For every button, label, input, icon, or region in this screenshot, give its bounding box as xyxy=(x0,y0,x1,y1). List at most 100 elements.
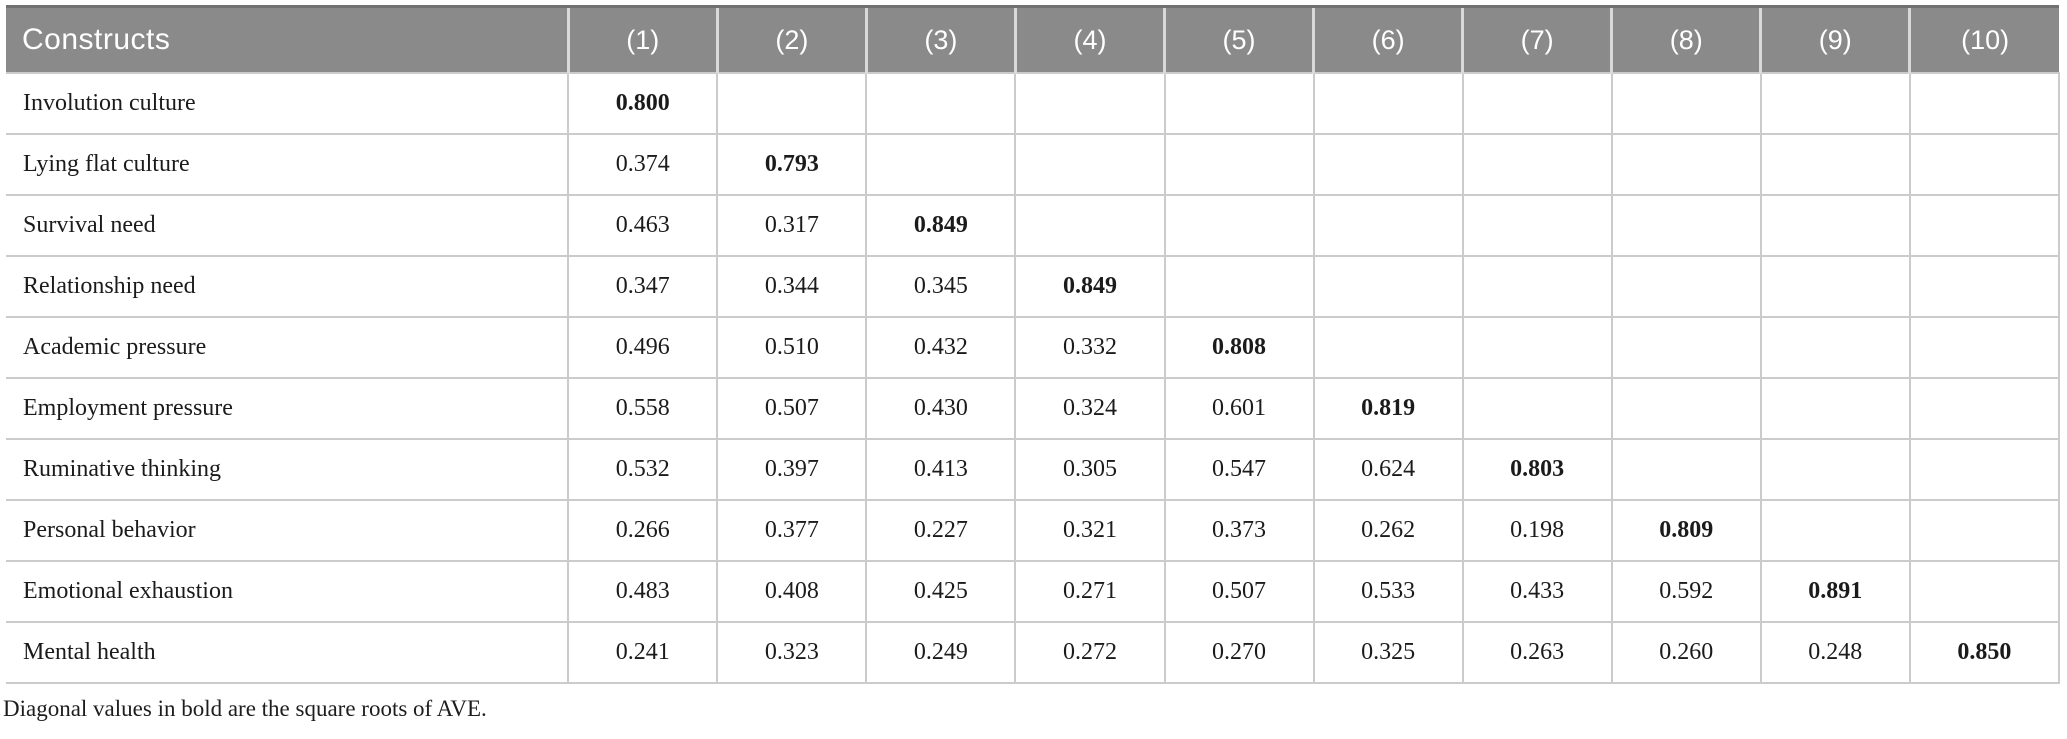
header-row: Constructs (1) (2) (3) (4) (5) (6) (7) (8) (9) (1… xyxy=(6,5,2059,73)
diagonal-ave-cell: 0.803 xyxy=(1461,438,1613,501)
correlation-cell: 0.408 xyxy=(716,560,868,623)
correlation-cell xyxy=(1312,72,1464,135)
correlation-cell: 0.601 xyxy=(1163,377,1315,440)
correlation-cell xyxy=(1759,499,1911,562)
correlation-cell xyxy=(1461,194,1613,257)
row-label: Academic pressure xyxy=(6,316,570,379)
table-row: Personal behavior 0.266 0.377 0.227 0.321 0.3… xyxy=(6,499,2061,562)
correlation-cell xyxy=(1610,438,1762,501)
correlation-cell xyxy=(1312,133,1464,196)
table-row: Survival need 0.463 0.317 0.849 xyxy=(6,194,2061,257)
correlation-cell xyxy=(1461,316,1613,379)
row-label: Employment pressure xyxy=(6,377,570,440)
correlation-cell xyxy=(1163,255,1315,318)
column-header-9: (9) xyxy=(1759,5,1910,73)
table-row: Relationship need 0.347 0.344 0.345 0.849 xyxy=(6,255,2061,318)
correlation-cell xyxy=(1610,316,1762,379)
correlation-cell xyxy=(1014,72,1166,135)
diagonal-ave-cell: 0.849 xyxy=(1014,255,1166,318)
correlation-matrix-table: Constructs (1) (2) (3) (4) (5) (6) (7) (8) (9) (1… xyxy=(6,5,2061,684)
table-footnote: Diagonal values in bold are the square r… xyxy=(3,696,487,721)
correlation-cell: 0.323 xyxy=(716,621,868,684)
diagonal-ave-cell: 0.819 xyxy=(1312,377,1464,440)
diagonal-ave-cell: 0.809 xyxy=(1610,499,1762,562)
correlation-cell: 0.198 xyxy=(1461,499,1613,562)
correlation-cell xyxy=(1759,133,1911,196)
column-header-3: (3) xyxy=(864,5,1016,73)
correlation-cell: 0.324 xyxy=(1014,377,1166,440)
row-label: Involution culture xyxy=(6,72,570,135)
correlation-cell xyxy=(1610,255,1762,318)
correlation-cell: 0.241 xyxy=(567,621,719,684)
column-header-6: (6) xyxy=(1312,5,1463,73)
column-header-8: (8) xyxy=(1610,5,1761,73)
correlation-cell xyxy=(1908,377,2061,440)
correlation-cell: 0.347 xyxy=(567,255,719,318)
row-label: Mental health xyxy=(6,621,570,684)
row-label: Personal behavior xyxy=(6,499,570,562)
correlation-cell xyxy=(865,72,1017,135)
diagonal-ave-cell: 0.793 xyxy=(716,133,868,196)
constructs-column-header: Constructs xyxy=(6,5,569,73)
row-label: Relationship need xyxy=(6,255,570,318)
correlation-cell: 0.248 xyxy=(1759,621,1911,684)
correlation-cell xyxy=(1908,499,2061,562)
row-label: Ruminative thinking xyxy=(6,438,570,501)
correlation-cell: 0.592 xyxy=(1610,560,1762,623)
correlation-cell xyxy=(1908,255,2061,318)
correlation-cell xyxy=(1908,133,2061,196)
correlation-cell: 0.483 xyxy=(567,560,719,623)
correlation-cell: 0.321 xyxy=(1014,499,1166,562)
table-row: Academic pressure 0.496 0.510 0.432 0.332 0.8… xyxy=(6,316,2061,379)
diagonal-ave-cell: 0.891 xyxy=(1759,560,1911,623)
correlation-cell: 0.425 xyxy=(865,560,1017,623)
diagonal-ave-cell: 0.808 xyxy=(1163,316,1315,379)
correlation-cell: 0.262 xyxy=(1312,499,1464,562)
row-label: Lying flat culture xyxy=(6,133,570,196)
correlation-cell: 0.266 xyxy=(567,499,719,562)
correlation-cell xyxy=(1908,194,2061,257)
row-label: Emotional exhaustion xyxy=(6,560,570,623)
correlation-cell: 0.227 xyxy=(865,499,1017,562)
correlation-cell xyxy=(1908,438,2061,501)
column-header-10: (10) xyxy=(1908,5,2059,73)
correlation-cell xyxy=(1908,72,2061,135)
correlation-cell xyxy=(1759,438,1911,501)
correlation-cell xyxy=(716,72,868,135)
correlation-cell: 0.325 xyxy=(1312,621,1464,684)
correlation-cell xyxy=(1908,560,2061,623)
correlation-cell xyxy=(1014,133,1166,196)
correlation-cell: 0.507 xyxy=(1163,560,1315,623)
correlation-cell xyxy=(1312,255,1464,318)
correlation-cell: 0.433 xyxy=(1461,560,1613,623)
correlation-cell xyxy=(1908,316,2061,379)
column-header-4: (4) xyxy=(1013,5,1165,73)
diagonal-ave-cell: 0.850 xyxy=(1908,621,2061,684)
correlation-cell: 0.271 xyxy=(1014,560,1166,623)
correlation-cell: 0.547 xyxy=(1163,438,1315,501)
correlation-cell xyxy=(1759,316,1911,379)
correlation-cell: 0.272 xyxy=(1014,621,1166,684)
correlation-cell: 0.463 xyxy=(567,194,719,257)
correlation-cell: 0.260 xyxy=(1610,621,1762,684)
correlation-cell: 0.270 xyxy=(1163,621,1315,684)
diagonal-ave-cell: 0.849 xyxy=(865,194,1017,257)
correlation-cell xyxy=(865,133,1017,196)
correlation-cell xyxy=(1461,255,1613,318)
correlation-cell: 0.345 xyxy=(865,255,1017,318)
column-header-5: (5) xyxy=(1163,5,1314,73)
correlation-cell: 0.413 xyxy=(865,438,1017,501)
correlation-cell: 0.305 xyxy=(1014,438,1166,501)
correlation-cell xyxy=(1312,316,1464,379)
table-row: Mental health 0.241 0.323 0.249 0.272 0.270 0.… xyxy=(6,621,2061,684)
row-label: Survival need xyxy=(6,194,570,257)
correlation-cell: 0.374 xyxy=(567,133,719,196)
correlation-cell: 0.249 xyxy=(865,621,1017,684)
column-header-1: (1) xyxy=(566,5,718,73)
correlation-cell xyxy=(1759,72,1911,135)
correlation-cell xyxy=(1610,377,1762,440)
correlation-cell: 0.496 xyxy=(567,316,719,379)
correlation-cell: 0.263 xyxy=(1461,621,1613,684)
column-header-7: (7) xyxy=(1461,5,1612,73)
